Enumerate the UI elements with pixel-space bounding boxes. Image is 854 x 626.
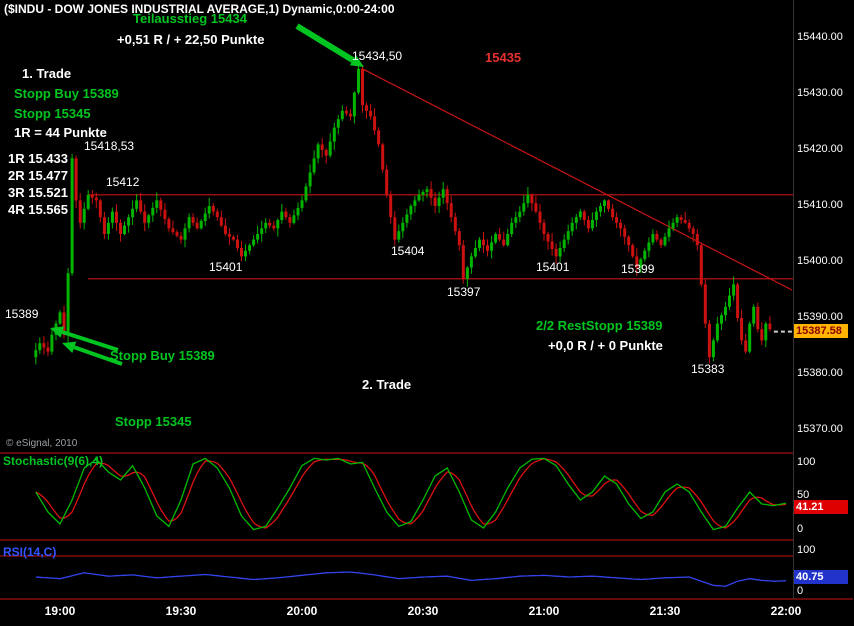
price-axis-label: 15390.00: [797, 311, 843, 323]
stochastic-axis-label: 50: [797, 489, 810, 501]
chart-annotation: Stopp Buy 15389: [14, 86, 119, 101]
chart-annotation: 15401: [536, 260, 570, 274]
chart-annotation: 2/2 RestStopp 15389: [536, 318, 663, 333]
price-axis-label: 15410.00: [797, 199, 843, 211]
chart-annotation: 15383: [691, 362, 725, 376]
chart-annotation: +0,51 R / + 22,50 Punkte: [117, 32, 265, 47]
price-axis-label: 15430.00: [797, 87, 843, 99]
price-axis-label: 15370.00: [797, 423, 843, 435]
rsi-line: [35, 571, 787, 587]
chart-annotation: 4R 15.565: [8, 202, 68, 217]
chart-annotation: 15389: [5, 307, 39, 321]
time-axis[interactable]: [0, 600, 854, 626]
time-axis-label: 19:30: [165, 604, 197, 618]
chart-annotation: 1R 15.433: [8, 151, 68, 166]
stochastic-k-line: [35, 457, 787, 531]
chart-annotation: +0,0 R / + 0 Punkte: [548, 338, 663, 353]
chart-annotation: 3R 15.521: [8, 185, 68, 200]
chart-annotation: 15435: [485, 50, 522, 65]
chart-annotation: 15434,50: [352, 49, 403, 63]
stochastic-indicator-label: Stochastic(9(6),4): [3, 454, 104, 468]
last-price-badge: 15387.58: [794, 324, 848, 338]
chart-annotation: Stopp 15345: [115, 414, 192, 429]
stochastic-axis-label: 0: [797, 523, 804, 535]
price-axis-label: 15400.00: [797, 255, 843, 267]
rsi-indicator-label: RSI(14,C): [3, 545, 57, 559]
chart-annotation: Teilausstieg 15434: [133, 11, 247, 26]
esignal-watermark: © eSignal, 2010: [6, 438, 78, 449]
chart-annotation: 1. Trade: [22, 66, 72, 81]
time-axis-label: 19:00: [44, 604, 76, 618]
time-axis-label: 22:00: [770, 604, 802, 618]
candlesticks: [34, 62, 772, 365]
time-axis-label: 20:30: [407, 604, 439, 618]
chart-annotation: 2. Trade: [362, 377, 412, 392]
rsi-axis-label: 100: [797, 544, 816, 556]
chart-annotation: 15412: [106, 175, 140, 189]
price-axis-label: 15420.00: [797, 143, 843, 155]
chart-annotation: Stopp 15345: [14, 106, 91, 121]
time-axis-label: 20:00: [286, 604, 318, 618]
stochastic-axis-label: 100: [797, 456, 816, 468]
price-axis-label: 15380.00: [797, 367, 843, 379]
chart-annotation: 2R 15.477: [8, 168, 68, 183]
chart-annotation: 15401: [209, 260, 243, 274]
time-axis-label: 21:30: [649, 604, 681, 618]
price-axis[interactable]: [794, 0, 854, 599]
chart-annotation: 15404: [391, 244, 425, 258]
chart-annotation: 15399: [621, 262, 655, 276]
stochastic-value-badge: 41.21: [794, 500, 848, 514]
time-axis-label: 21:00: [528, 604, 560, 618]
chart-title: ($INDU - DOW JONES INDUSTRIAL AVERAGE,1)…: [4, 2, 395, 16]
chart-annotation: 15397: [447, 285, 481, 299]
price-axis-label: 15440.00: [797, 31, 843, 43]
chart-annotation: 15418,53: [84, 139, 135, 153]
stochastic-d-line: [35, 458, 787, 529]
rsi-axis-label: 0: [797, 585, 804, 597]
chart-annotation: 1R = 44 Punkte: [14, 125, 107, 140]
chart-annotation: Stopp Buy 15389: [110, 348, 215, 363]
rsi-value-badge: 40.75: [794, 570, 848, 584]
